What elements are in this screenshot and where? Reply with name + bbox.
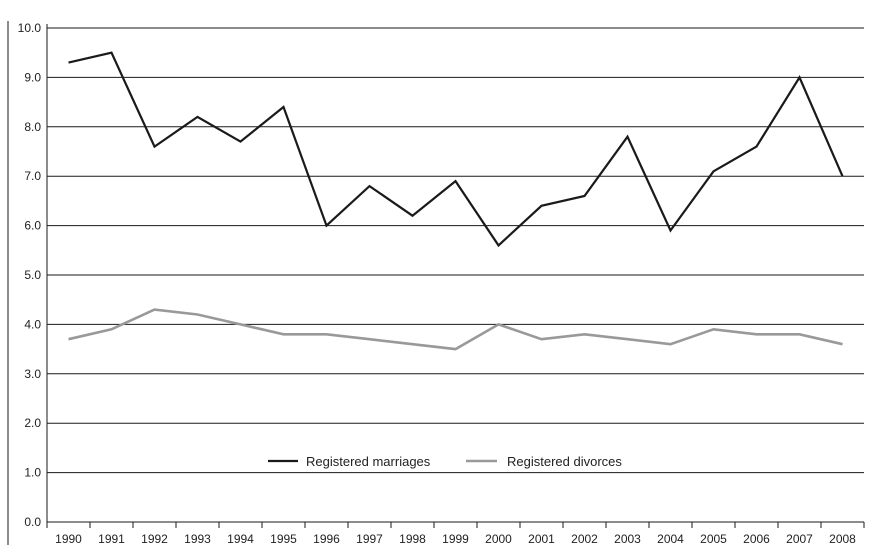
y-tick-label: 8.0	[24, 120, 41, 134]
x-tick-label: 2000	[485, 532, 512, 546]
x-tick-label: 2003	[614, 532, 641, 546]
x-tick-label: 1995	[270, 532, 297, 546]
y-tick-label: 7.0	[24, 169, 41, 183]
series-line-registered-marriages	[68, 51, 844, 248]
x-tick-label: 1999	[442, 532, 469, 546]
legend: Registered marriages Registered divorces	[268, 454, 622, 469]
y-tick-label: 6.0	[24, 219, 41, 233]
legend-label: Registered marriages	[306, 454, 431, 469]
y-tick-label: 0.0	[24, 515, 41, 529]
x-tick-label: 1991	[98, 532, 125, 546]
x-tick-label: 1997	[356, 532, 383, 546]
axes	[7, 21, 865, 545]
series-lines	[68, 51, 844, 351]
y-tick-label: 9.0	[24, 70, 41, 84]
x-axis-tick-labels: 1990 1991 1992 1993 1994 1995 1996 1997 1998 1999…	[55, 532, 856, 546]
y-tick-label: 2.0	[24, 416, 41, 430]
x-tick-label: 1998	[399, 532, 426, 546]
y-axis-tick-labels: 0.0 1.0 2.0 3.0 4.0 5.0 6.0 7.0 8.0 9.0 10.0	[18, 21, 42, 529]
legend-label: Registered divorces	[507, 454, 622, 469]
y-tick-label: 4.0	[24, 317, 41, 331]
x-tick-label: 2006	[743, 532, 770, 546]
x-tick-label: 2005	[700, 532, 727, 546]
y-tick-label: 5.0	[24, 268, 41, 282]
y-tick-label: 3.0	[24, 367, 41, 381]
y-tick-label: 10.0	[18, 21, 42, 35]
x-tick-label: 2004	[657, 532, 684, 546]
x-tick-label: 1992	[141, 532, 168, 546]
x-tick-label: 2001	[528, 532, 555, 546]
x-tick-label: 1996	[313, 532, 340, 546]
series-line-registered-divorces	[68, 308, 843, 351]
x-tick-label: 1994	[227, 532, 254, 546]
x-tick-label: 2007	[786, 532, 813, 546]
y-tick-label: 1.0	[24, 466, 41, 480]
x-tick-label: 1990	[55, 532, 82, 546]
x-tick-label: 1993	[184, 532, 211, 546]
gridlines	[47, 27, 864, 523]
x-tick-label: 2008	[829, 532, 856, 546]
x-tick-label: 2002	[571, 532, 598, 546]
